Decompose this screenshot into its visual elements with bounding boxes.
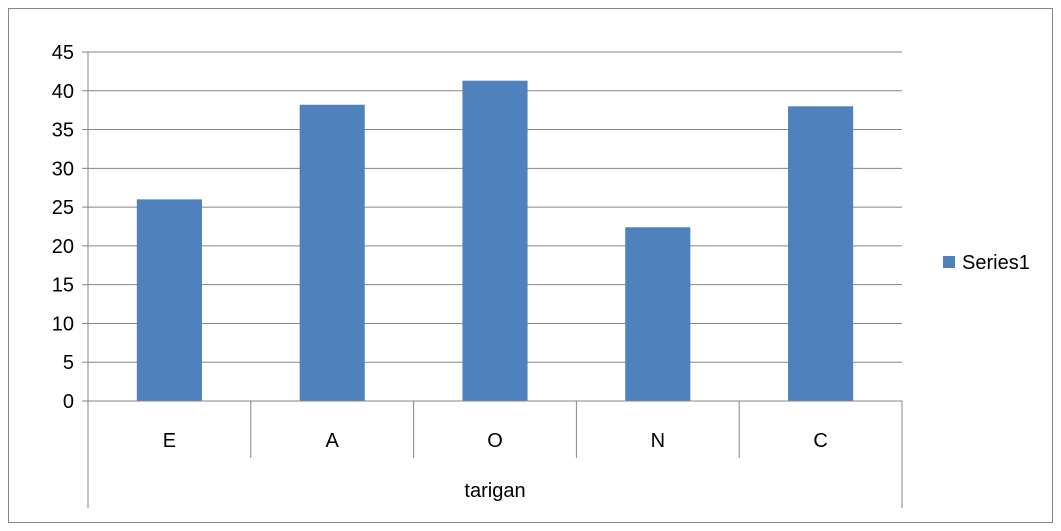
y-tick-label: 20 (52, 236, 74, 258)
x-axis (87, 52, 903, 508)
bar-O (462, 80, 528, 401)
bar-N (625, 227, 691, 401)
y-tick-label: 25 (52, 197, 74, 219)
y-tick-label: 5 (63, 352, 74, 374)
x-tick-label: E (163, 430, 176, 452)
bars (136, 80, 854, 402)
x-tick-label: C (813, 430, 827, 452)
y-tick-label: 35 (52, 120, 74, 142)
y-tick-label: 30 (52, 158, 74, 180)
y-tick-label: 0 (63, 391, 74, 413)
bar-E (136, 199, 202, 401)
x-tick-label: N (651, 430, 665, 452)
y-axis-tick-labels: 0 5 10 15 20 25 30 35 40 45 (52, 42, 74, 413)
y-tick-label: 45 (52, 42, 74, 64)
legend-swatch (943, 256, 955, 268)
group-label: tarigan (464, 480, 525, 502)
legend-label-series1: Series1 (962, 252, 1030, 274)
x-tick-label: A (326, 430, 340, 452)
y-tick-label: 40 (52, 81, 74, 103)
bar-A (299, 104, 365, 401)
bar-C (788, 106, 854, 402)
y-tick-label: 10 (52, 313, 74, 335)
legend: Series1 (943, 252, 1030, 274)
y-tick-label: 15 (52, 275, 74, 297)
x-tick-label: O (487, 430, 503, 452)
